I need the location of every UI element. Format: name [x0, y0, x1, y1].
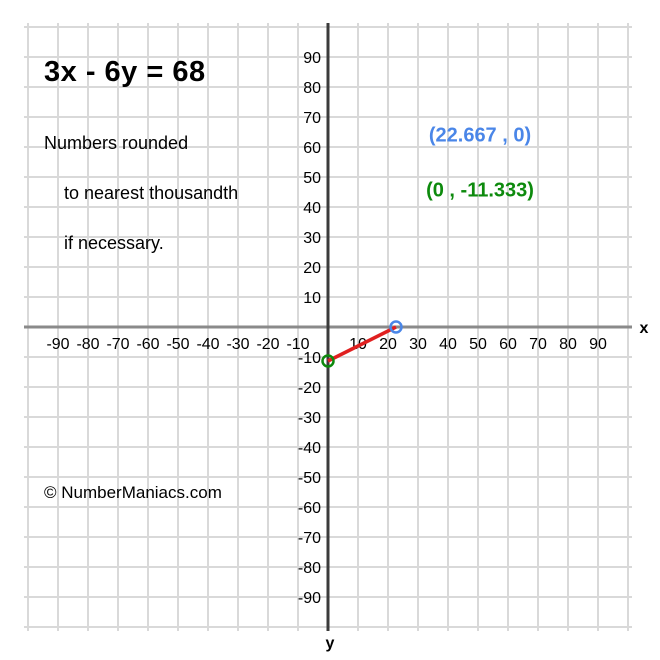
y-tick-label: -40 [298, 440, 321, 457]
x-tick-label: -60 [136, 336, 159, 353]
y-tick-label: -30 [298, 410, 321, 427]
copyright-text: © NumberManiacs.com [44, 483, 222, 502]
x-tick-label: -40 [196, 336, 219, 353]
rounding-note: Numbers rounded to nearest thousandth if… [44, 131, 238, 281]
x-tick-label: -10 [286, 336, 309, 353]
x-tick-label: -50 [166, 336, 189, 353]
x-tick-label: 80 [559, 336, 577, 353]
y-tick-label: 20 [303, 260, 321, 277]
x-tick-label: -70 [106, 336, 129, 353]
x-tick-label: -20 [256, 336, 279, 353]
x-tick-label: 30 [409, 336, 427, 353]
x-tick-label: -80 [76, 336, 99, 353]
y-tick-label: 60 [303, 140, 321, 157]
x-tick-label: -90 [46, 336, 69, 353]
y-tick-label: 70 [303, 110, 321, 127]
x-tick-label: 20 [379, 336, 397, 353]
y-intercept-point [321, 354, 335, 368]
y-tick-label: 50 [303, 170, 321, 187]
x-tick-label: 90 [589, 336, 607, 353]
x-tick-label: 60 [499, 336, 517, 353]
y-intercept-label: (0 , -11.333) [426, 179, 534, 202]
x-tick-label: 70 [529, 336, 547, 353]
y-axis-letter: y [326, 635, 335, 652]
y-tick-label: -60 [298, 500, 321, 517]
y-tick-label: 40 [303, 200, 321, 217]
y-tick-label: -10 [298, 350, 321, 367]
x-intercept-point [389, 320, 403, 334]
equation-title: 3x - 6y = 68 [44, 56, 206, 88]
x-tick-label: 50 [469, 336, 487, 353]
rounding-note-line3: if necessary. [64, 233, 164, 253]
rounding-note-line1: Numbers rounded [44, 133, 189, 153]
solution-line-segment [327, 325, 397, 363]
y-tick-label: -50 [298, 470, 321, 487]
y-tick-label: -80 [298, 560, 321, 577]
x-axis-letter: x [640, 320, 649, 337]
x-tick-label: 40 [439, 336, 457, 353]
y-tick-label: -70 [298, 530, 321, 547]
y-tick-label: 80 [303, 80, 321, 97]
x-tick-label: -30 [226, 336, 249, 353]
rounding-note-line2: to nearest thousandth [64, 183, 239, 203]
y-tick-label: 10 [303, 290, 321, 307]
y-tick-label: 90 [303, 50, 321, 67]
x-intercept-label: (22.667 , 0) [428, 124, 532, 147]
y-tick-label: 30 [303, 230, 321, 247]
y-tick-label: -90 [298, 590, 321, 607]
y-tick-label: -20 [298, 380, 321, 397]
